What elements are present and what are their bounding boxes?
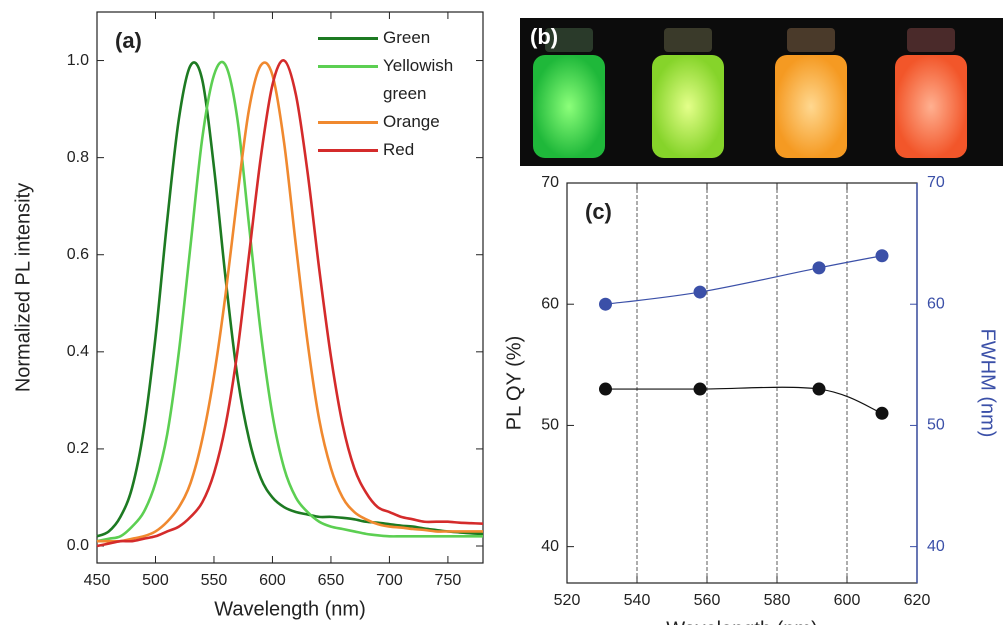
vial: [533, 55, 605, 158]
series-line: [605, 386, 883, 414]
data-point: [875, 406, 889, 420]
y-tick-label: 60: [541, 295, 559, 312]
x-tick-label: 500: [142, 572, 169, 589]
x-axis-label: Wavelength (nm): [666, 618, 818, 625]
x-tick-label: 540: [624, 592, 651, 609]
vial: [775, 55, 847, 158]
legend-swatch: [318, 121, 378, 124]
series-line: [96, 60, 483, 543]
y-tick-label: 40: [541, 538, 559, 555]
plot-frame: [566, 182, 918, 584]
x-tick-label: 520: [554, 592, 581, 609]
vial-cap: [907, 28, 955, 52]
legend-entry: Orange: [318, 108, 478, 136]
data-point: [599, 297, 612, 311]
data-point: [875, 249, 889, 263]
y-axis-label: Normalized PL intensity: [12, 183, 34, 392]
y-tick-label: 0.2: [67, 440, 89, 457]
x-tick-label: 580: [764, 592, 791, 609]
y2-tick-label: 70: [927, 174, 945, 191]
y-tick-label: 0.6: [67, 246, 89, 263]
vial: [895, 55, 967, 158]
legend-label: Green: [383, 28, 431, 47]
x-tick-label: 450: [84, 572, 111, 589]
x-tick-label: 650: [318, 572, 345, 589]
y-tick-label: 70: [541, 174, 559, 191]
data-point: [693, 285, 707, 299]
series-line: [96, 61, 484, 538]
data-point: [812, 382, 826, 396]
data-point: [812, 261, 826, 275]
legend-swatch: [318, 149, 378, 152]
y-tick-label: 0.4: [67, 343, 89, 360]
legend-entry: Yellowish green: [318, 52, 478, 108]
panel-label: (c): [585, 199, 612, 224]
x-tick-label: 750: [435, 572, 462, 589]
legend-entry: Green: [318, 24, 478, 52]
legend-label: Orange: [383, 112, 440, 131]
y2-tick-label: 50: [927, 417, 945, 434]
plot-frame: [96, 11, 484, 564]
y2-tick-label: 60: [927, 295, 945, 312]
series-line: [96, 59, 484, 548]
legend-label: Yellowish green: [383, 56, 454, 103]
panel-label: (a): [115, 28, 142, 53]
data-point: [599, 382, 612, 396]
legend-label: Red: [383, 140, 415, 159]
series-line: [605, 255, 883, 305]
legend-entry: Red: [318, 136, 478, 164]
y-axis-label: PL QY (%): [503, 336, 525, 430]
vial: [652, 55, 724, 158]
x-tick-label: 700: [376, 572, 403, 589]
x-tick-label: 550: [201, 572, 228, 589]
y-tick-label: 50: [541, 417, 559, 434]
x-tick-label: 600: [834, 592, 861, 609]
x-tick-label: 620: [904, 592, 931, 609]
series-line: [97, 61, 483, 543]
y-tick-label: 0.0: [67, 537, 89, 554]
y-tick-label: 0.8: [67, 149, 89, 166]
legend: Green Yellowish green Orange Red: [318, 24, 478, 164]
y2-axis-label: FWHM (nm): [977, 329, 999, 438]
x-axis-label: Wavelength (nm): [214, 598, 366, 620]
x-tick-label: 600: [259, 572, 286, 589]
panel-label: (b): [530, 24, 558, 49]
data-point: [693, 382, 707, 396]
x-tick-label: 560: [694, 592, 721, 609]
y2-tick-label: 40: [927, 538, 945, 555]
y-tick-label: 1.0: [67, 52, 89, 69]
vial-cap: [787, 28, 835, 52]
vial-cap: [545, 28, 593, 52]
photo: (b): [520, 18, 1003, 166]
vial-cap: [664, 28, 712, 52]
legend-swatch: [318, 65, 378, 68]
legend-swatch: [318, 37, 378, 40]
